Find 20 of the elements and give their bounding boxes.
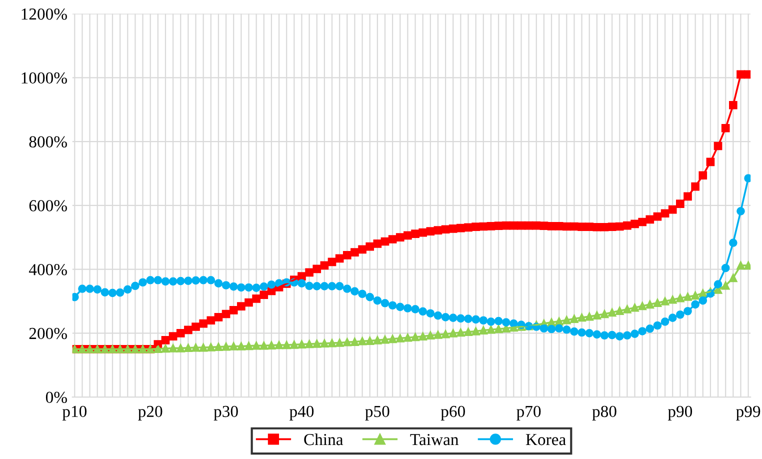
legend-label: China (304, 433, 344, 446)
legend-label: Korea (526, 434, 566, 446)
x-tick-label: p90 (668, 406, 692, 420)
y-tick-label: 600% (29, 200, 67, 212)
x-tick-label: p70 (516, 406, 541, 420)
x-tick-label: p10 (62, 406, 87, 420)
x-tick-label: p40 (290, 406, 314, 420)
y-tick-label: 200% (29, 328, 67, 340)
x-tick-label: p50 (365, 406, 390, 420)
y-tick-label: 400% (28, 264, 67, 276)
y-tick-label: 800% (29, 136, 67, 148)
x-tick-label: p20 (138, 406, 162, 420)
y-tick-label: 1000% (22, 72, 67, 84)
y-tick-label: 1200% (22, 8, 67, 20)
x-tick-label: p60 (440, 406, 465, 420)
legend-label: Taiwan (410, 434, 459, 446)
y-tick-label: 0% (46, 392, 67, 404)
x-tick-label: p99 (736, 406, 760, 420)
x-tick-label: p30 (214, 406, 238, 420)
x-tick-label: p80 (592, 406, 616, 420)
